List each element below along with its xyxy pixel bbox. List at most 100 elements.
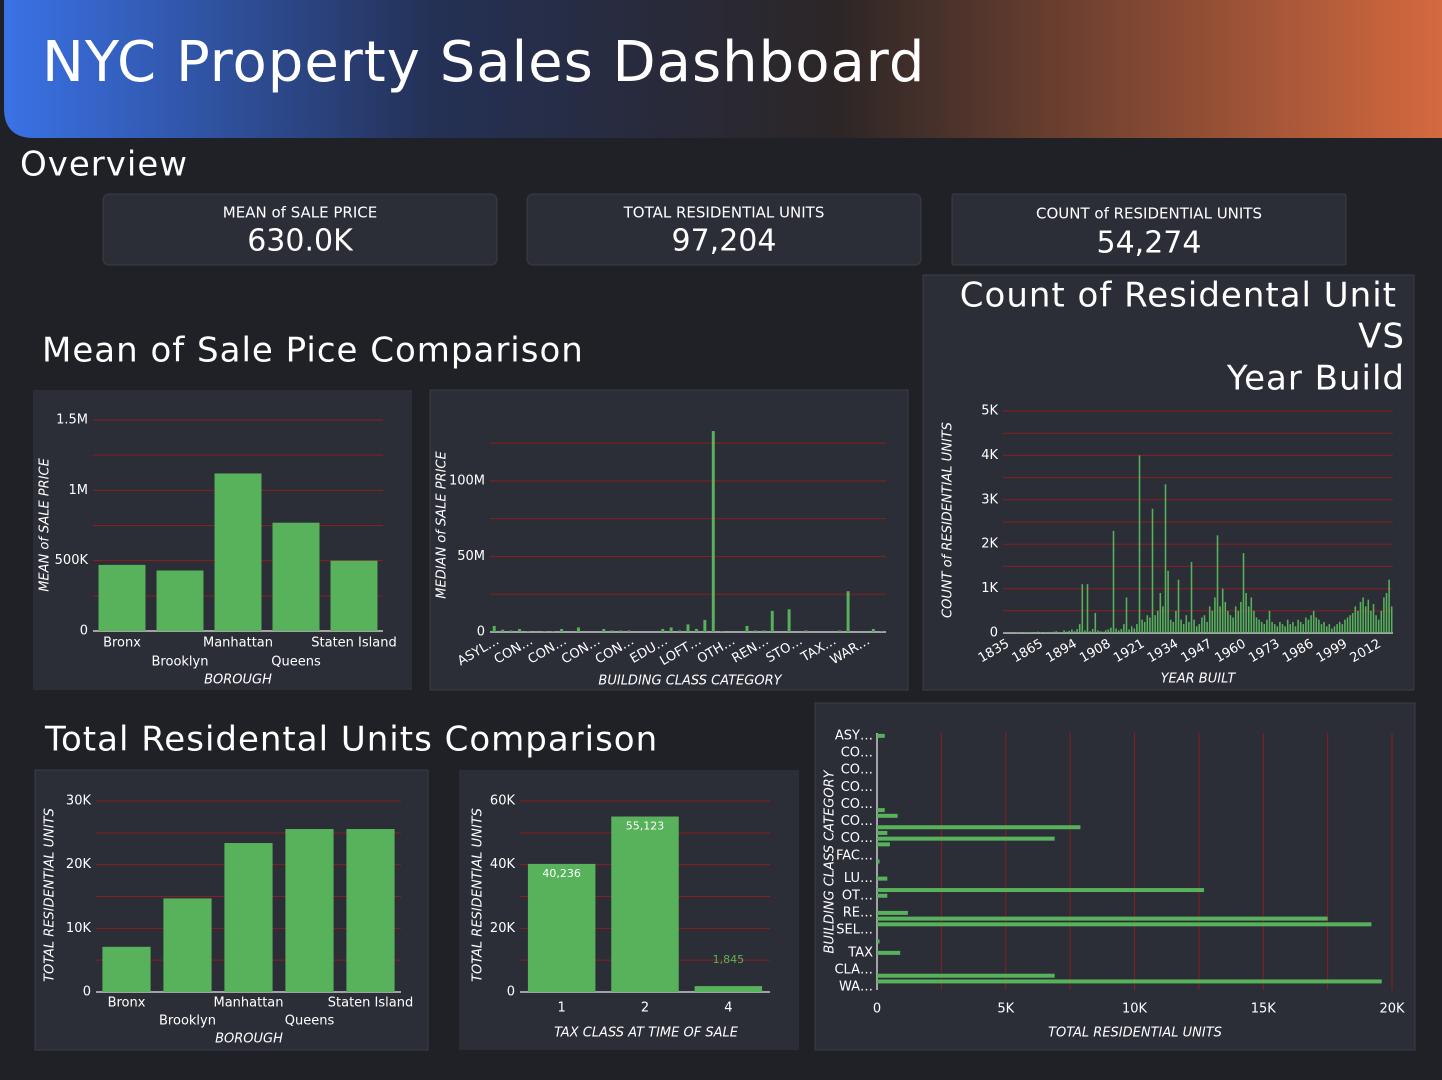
bar — [501, 629, 505, 632]
bar — [156, 570, 204, 631]
x-tick-label: Manhattan — [203, 636, 273, 651]
y-tick-label: 2K — [981, 537, 998, 552]
bar — [877, 973, 1055, 978]
kpi-label: MEAN of SALE PRICE — [223, 204, 377, 222]
bar — [619, 630, 623, 632]
bar — [880, 631, 884, 632]
x-tick-label: 15K — [1251, 1002, 1277, 1017]
bar — [1325, 626, 1328, 633]
y-axis-label: BUILDING CLASS CATEGORY — [823, 769, 838, 953]
bar — [1372, 604, 1375, 633]
bar — [1273, 624, 1276, 633]
bar — [1177, 579, 1180, 633]
y-tick-label: 1K — [981, 581, 998, 596]
x-axis-label: BUILDING CLASS CATEGORY — [598, 674, 782, 689]
bar — [1037, 631, 1039, 633]
bar — [526, 631, 530, 632]
header-title: NYC Property Sales Dashboard — [42, 30, 925, 95]
bar — [1107, 629, 1110, 633]
bar — [1320, 624, 1323, 633]
chart-panel — [814, 702, 1416, 1051]
y-axis-label: TOTAL RESIDENTIAL UNITS — [43, 808, 58, 982]
bar — [1294, 626, 1297, 633]
x-tick-label: 2 — [641, 1001, 649, 1016]
value-label: 40,236 — [542, 867, 581, 880]
bar — [1354, 606, 1357, 633]
bar — [1284, 626, 1286, 633]
y-tick-label: CO… — [841, 763, 873, 778]
bar — [1188, 621, 1190, 633]
value-label: 1,845 — [713, 953, 745, 966]
bar — [1333, 626, 1336, 633]
bar — [1097, 630, 1099, 633]
y-tick-label: CO… — [841, 831, 873, 846]
y-axis-label: TOTAL RESIDENTIAL UNITS — [471, 808, 486, 982]
y-tick-label: 500K — [55, 553, 89, 568]
bar — [1229, 615, 1232, 633]
bar — [1383, 597, 1385, 633]
section-title: Total Residental Units Comparison — [44, 720, 658, 760]
bar — [1154, 615, 1156, 633]
bar — [1110, 627, 1112, 633]
bar — [1102, 631, 1104, 633]
bar — [877, 825, 1081, 830]
bar — [1146, 615, 1149, 633]
bar — [1240, 601, 1242, 633]
x-axis-label: YEAR BUILT — [1161, 672, 1237, 687]
bar — [1078, 624, 1081, 633]
bar — [1193, 619, 1195, 633]
bar — [1219, 606, 1221, 633]
bar — [762, 630, 766, 632]
bar — [1318, 619, 1320, 633]
value-label: 55,123 — [626, 820, 665, 833]
bar — [1164, 484, 1167, 633]
bar — [1091, 629, 1094, 633]
kpi-label: COUNT of RESIDENTIAL UNITS — [1036, 205, 1262, 223]
bar — [346, 829, 395, 992]
bar — [1281, 624, 1284, 633]
bar — [1331, 628, 1333, 633]
bar — [1120, 629, 1123, 633]
x-axis-label: BOROUGH — [215, 1032, 283, 1047]
bar — [285, 829, 334, 992]
bar — [1201, 617, 1203, 633]
y-axis-label: MEAN of SALE PRICE — [38, 457, 53, 591]
bar — [163, 898, 212, 992]
bar — [1344, 619, 1346, 633]
bar — [1125, 597, 1128, 633]
bar — [1237, 610, 1240, 633]
bar — [1255, 617, 1258, 633]
bar — [224, 843, 273, 992]
bar — [1247, 606, 1250, 633]
bar — [1214, 597, 1216, 633]
bar — [560, 628, 564, 632]
bar — [1221, 588, 1224, 633]
bar — [1336, 624, 1338, 633]
bar — [1268, 610, 1271, 633]
bar — [102, 946, 151, 992]
y-axis-label: COUNT of RESIDENTIAL UNITS — [941, 422, 956, 618]
x-axis-label: BOROUGH — [204, 673, 272, 688]
chart-title: Year Build — [1226, 359, 1405, 399]
bar — [1104, 630, 1107, 633]
kpi-value: 630.0K — [247, 224, 354, 259]
bar — [1375, 615, 1377, 633]
bar — [1224, 601, 1227, 633]
y-tick-label: 40K — [490, 857, 516, 872]
bar — [1180, 619, 1182, 633]
bar — [1253, 610, 1255, 633]
bar — [1227, 610, 1229, 633]
bar — [720, 631, 724, 632]
bar — [1060, 632, 1063, 633]
bar — [1149, 617, 1151, 633]
bar — [1266, 619, 1268, 633]
bar — [1099, 631, 1102, 633]
y-tick-label: 1M — [69, 483, 89, 498]
bar — [877, 859, 880, 864]
bar — [1117, 630, 1120, 633]
bar — [770, 610, 774, 632]
bar — [492, 625, 496, 632]
bar — [877, 836, 1055, 841]
bar — [1133, 628, 1136, 633]
